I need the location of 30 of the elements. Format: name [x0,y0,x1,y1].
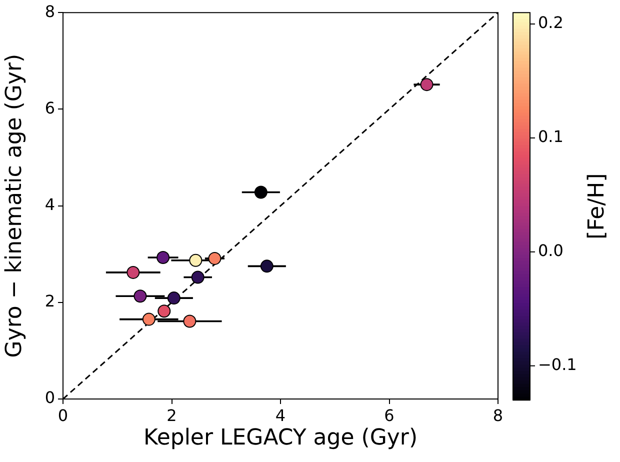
point [158,304,171,318]
x-tick-label: 6 [384,406,394,425]
point [208,252,222,265]
x-tick-label: 2 [166,406,177,425]
point [191,270,204,284]
color-bar-label: 0.0 [538,241,564,260]
point [142,312,156,326]
x-tick-label: 4 [275,406,286,425]
color-bar-label: 0.1 [538,127,564,146]
y-tick-label: 0 [44,388,55,408]
point [260,260,274,273]
y-tick-label: 6 [44,98,55,118]
x-tick-label: 0 [58,406,68,425]
point [189,254,202,267]
color-bar-label: 0.2 [538,13,564,32]
point [156,250,170,264]
point [134,290,147,303]
color-bar-title: [Fe/H] [584,173,610,240]
y-axis-title: Gyro − kinematic age (Gyr) [2,54,27,358]
y-tick-label: 4 [44,194,55,214]
y-tick-label: 2 [44,292,55,311]
x-axis-title: Kepler LEGACY age (Gyr) [143,426,418,451]
point [420,78,434,92]
x-tick-label: 8 [492,406,504,425]
point [167,292,180,305]
point [126,266,140,279]
point [254,186,268,199]
y-tick-label: 8 [44,2,55,21]
color-bar-label: −0.1 [538,354,577,374]
point [183,314,196,328]
